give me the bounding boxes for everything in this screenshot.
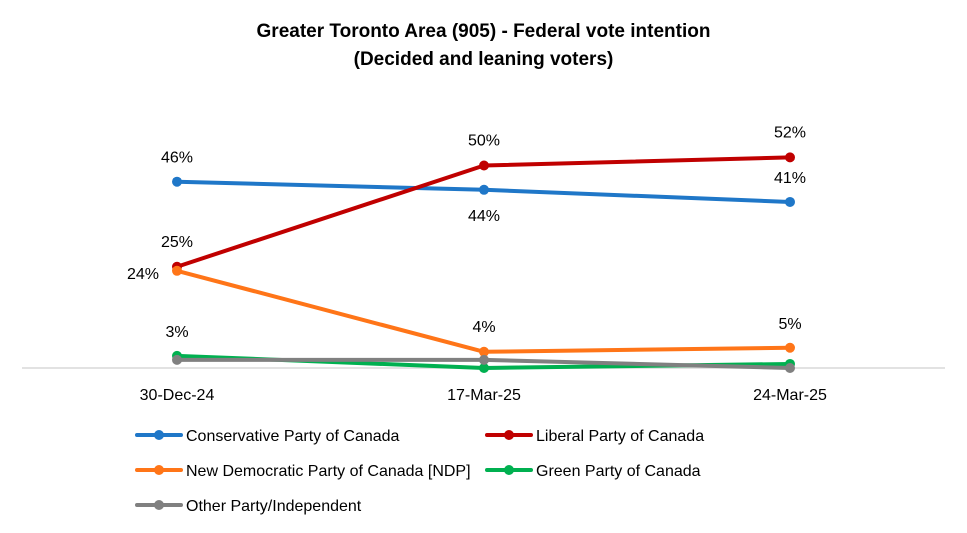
data-point-other <box>479 354 489 365</box>
data-labels: 46% 44% 41% 25% 50% 52% 24% 4% 5% 3% <box>127 124 806 340</box>
data-label-ndp: 5% <box>778 316 801 333</box>
data-point-ndp <box>172 265 182 276</box>
x-tick-label: 24-Mar-25 <box>753 387 827 404</box>
data-label-liberal: 52% <box>774 124 806 141</box>
x-tick-label: 17-Mar-25 <box>447 387 521 404</box>
legend-label-liberal: Liberal Party of Canada <box>536 428 704 445</box>
series-line-ndp <box>175 268 792 354</box>
chart-title: Greater Toronto Area (905) - Federal vot… <box>256 21 711 42</box>
legend-marker-ndp <box>154 465 164 475</box>
data-label-green: 3% <box>165 324 188 341</box>
legend-label-other: Other Party/Independent <box>186 498 362 515</box>
data-label-liberal: 25% <box>161 234 193 251</box>
legend-marker-green <box>504 465 514 475</box>
data-label-ndp: 24% <box>127 266 159 283</box>
x-tick-labels: 30-Dec-24 17-Mar-25 24-Mar-25 <box>140 387 827 404</box>
data-point-liberal <box>479 160 489 171</box>
legend: Conservative Party of Canada Liberal Part… <box>135 428 704 515</box>
data-point-liberal <box>785 152 795 163</box>
x-tick-label: 30-Dec-24 <box>140 387 215 404</box>
data-point-ndp <box>785 342 795 353</box>
legend-marker-other <box>154 500 164 510</box>
data-point-other <box>172 354 182 365</box>
data-label-conservative: 41% <box>774 170 806 187</box>
data-point-conservative <box>479 184 489 195</box>
data-label-conservative: 46% <box>161 150 193 167</box>
data-label-conservative: 44% <box>468 208 500 225</box>
data-point-conservative <box>785 196 795 207</box>
chart-title-block: Greater Toronto Area (905) - Federal vot… <box>0 18 967 74</box>
data-label-liberal: 50% <box>468 133 500 150</box>
legend-label-green: Green Party of Canada <box>536 463 701 480</box>
data-point-green <box>479 363 489 373</box>
legend-marker-conservative <box>154 430 164 440</box>
data-label-ndp: 4% <box>472 319 495 336</box>
legend-label-ndp: New Democratic Party of Canada [NDP] <box>186 463 471 480</box>
data-point-conservative <box>172 176 182 187</box>
data-point-other <box>785 363 795 373</box>
legend-marker-liberal <box>504 430 514 440</box>
data-point-ndp <box>479 346 489 357</box>
legend-label-conservative: Conservative Party of Canada <box>186 428 400 445</box>
series-layer <box>172 152 795 373</box>
chart-subtitle: (Decided and leaning voters) <box>353 49 614 70</box>
